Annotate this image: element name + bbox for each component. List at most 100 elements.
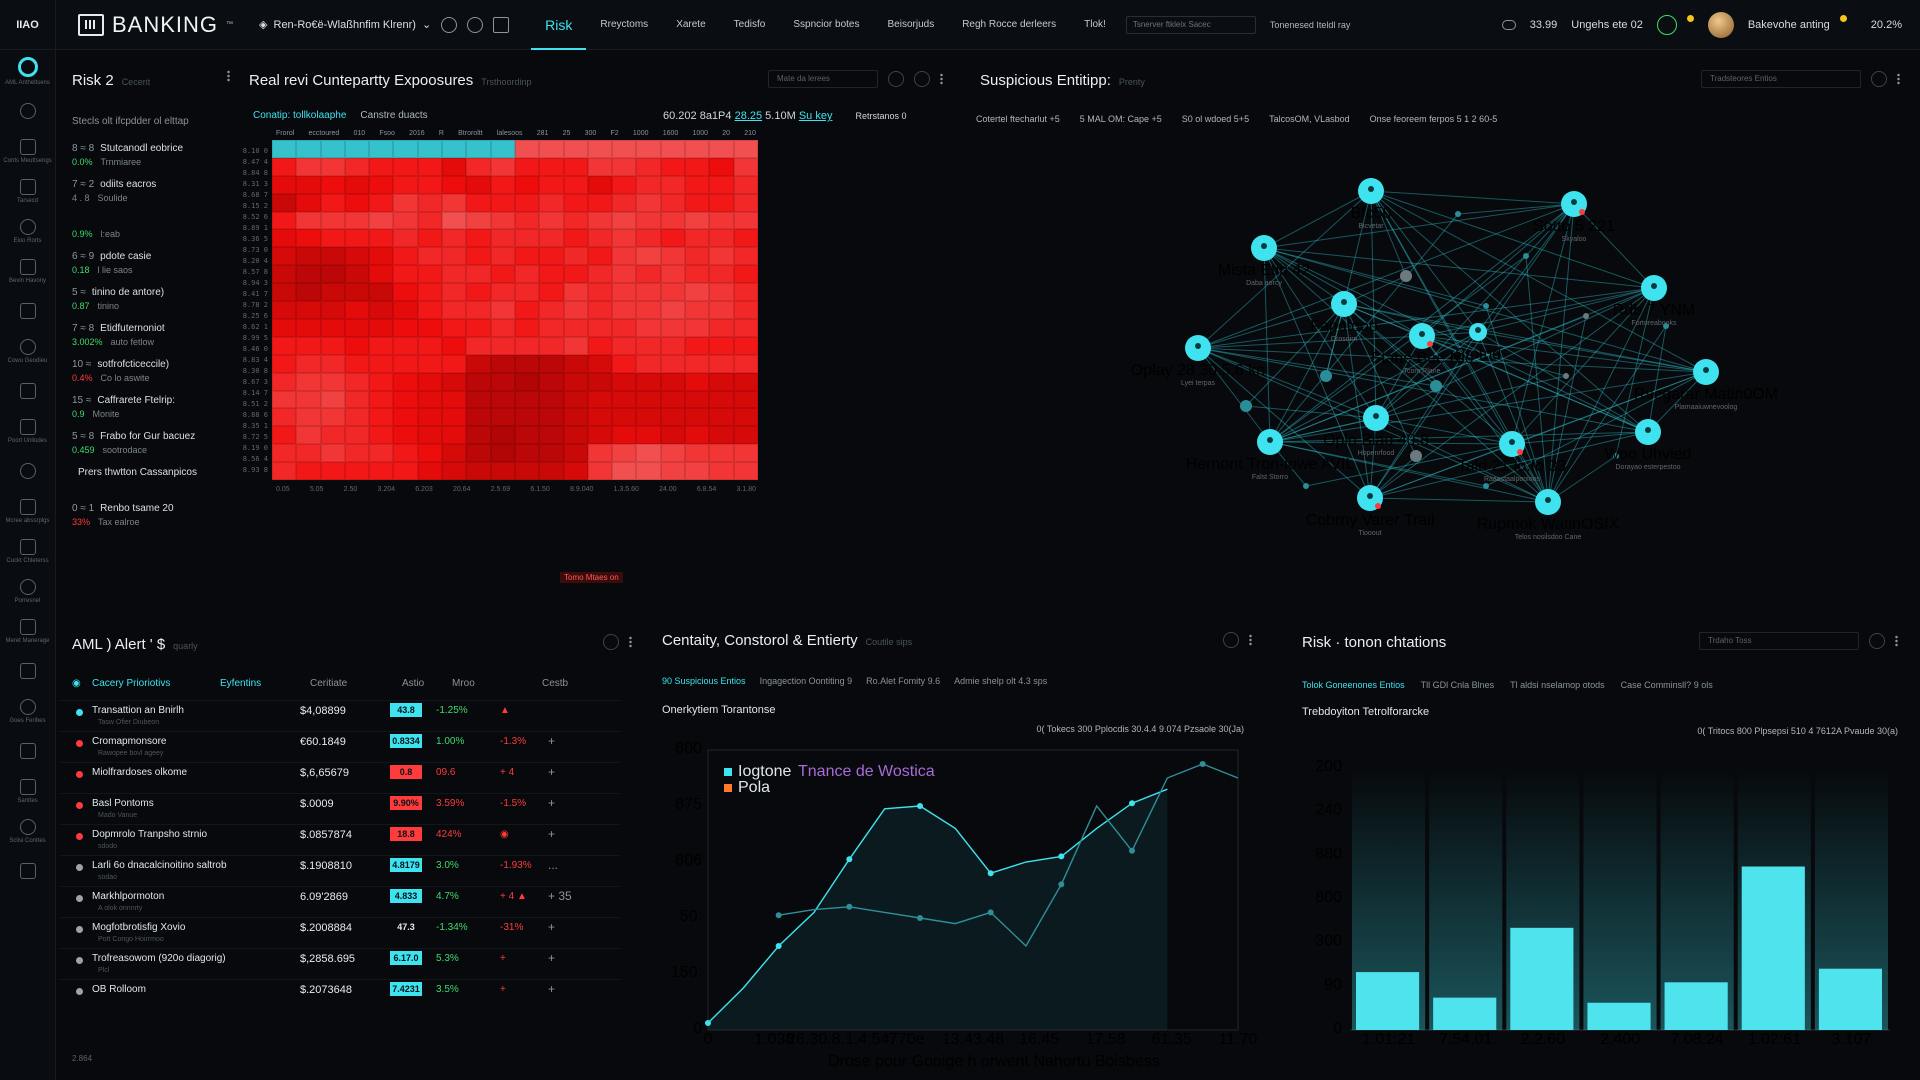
heatmap-cell[interactable] xyxy=(539,372,564,391)
sidebar-item-10[interactable] xyxy=(0,452,55,490)
heatmap-cell[interactable] xyxy=(685,408,710,427)
bell-icon[interactable] xyxy=(1656,14,1677,35)
heatmap-cell[interactable] xyxy=(417,372,443,391)
heatmap-cell[interactable] xyxy=(685,301,710,319)
heatmap-cell[interactable] xyxy=(636,157,661,176)
heatmap-cell[interactable] xyxy=(709,390,734,409)
heatmap-cell[interactable] xyxy=(442,193,467,212)
nav-tedisfo[interactable]: Tedisfo xyxy=(733,18,766,30)
risk-menu-icon[interactable] xyxy=(227,70,230,82)
heatmap-cell[interactable] xyxy=(272,354,297,373)
heatmap-cell[interactable] xyxy=(709,247,734,266)
heatmap-cell[interactable] xyxy=(587,247,613,266)
tag-icon[interactable] xyxy=(493,16,510,33)
network-filter[interactable]: TalcosOM, VLasbod xyxy=(1269,114,1350,124)
network-filter[interactable]: Onse feoreem ferpos 5 1 2 60-5 xyxy=(1369,114,1498,124)
row-action-button[interactable]: + xyxy=(548,951,556,965)
heatmap-cell[interactable] xyxy=(296,175,321,194)
heatmap-cell[interactable] xyxy=(636,265,661,284)
network-minor-node[interactable] xyxy=(1410,450,1422,462)
heatmap-cell[interactable] xyxy=(685,354,710,373)
heatmap-cell[interactable] xyxy=(442,408,467,427)
mini-logo[interactable]: IIAO xyxy=(0,0,56,50)
heatmap-cell[interactable] xyxy=(272,247,297,266)
heatmap-cell[interactable] xyxy=(490,211,515,230)
heatmap-cell[interactable] xyxy=(563,175,588,194)
heatmap-cell[interactable] xyxy=(587,229,613,248)
heatmap-cell[interactable] xyxy=(539,193,564,212)
nav-rreyctoms[interactable]: Rreyctoms xyxy=(600,18,649,30)
centrality-menu-icon[interactable] xyxy=(1249,634,1252,646)
heatmap-cell[interactable] xyxy=(442,211,467,230)
network-minor-node[interactable] xyxy=(1240,400,1252,412)
heatmap-cell[interactable] xyxy=(466,283,491,302)
heatmap-cell[interactable] xyxy=(490,318,515,337)
heatmap-cell[interactable] xyxy=(344,318,370,337)
centrality-filter[interactable]: Ingagection Oontiting 9 xyxy=(759,676,853,686)
heatmap-cell[interactable] xyxy=(685,318,710,337)
heatmap-cell[interactable] xyxy=(612,283,637,302)
heatmap-cell[interactable] xyxy=(660,354,686,373)
series-line[interactable] xyxy=(707,788,1168,1024)
gear-icon[interactable] xyxy=(467,16,484,33)
heatmap-cell[interactable] xyxy=(393,247,418,266)
heatmap-cell[interactable] xyxy=(393,462,418,480)
heatmap-cell[interactable] xyxy=(563,229,588,248)
heatmap-cell[interactable] xyxy=(539,462,564,480)
heatmap-cell[interactable] xyxy=(660,175,686,194)
heatmap-cell[interactable] xyxy=(660,408,686,427)
data-point[interactable] xyxy=(1129,847,1135,854)
data-point[interactable] xyxy=(705,1020,711,1026)
sidebar-item-20[interactable] xyxy=(0,852,55,890)
centrality-filter[interactable]: Ro.Alet Fomity 9.6 xyxy=(866,676,941,686)
heatmap-cell[interactable] xyxy=(514,229,540,248)
row-action-button[interactable]: + xyxy=(548,796,556,810)
heatmap-cell[interactable] xyxy=(514,426,540,445)
tab-contip[interactable]: Conatip: tollkolaaphe xyxy=(253,110,347,121)
heatmap-cell[interactable] xyxy=(393,229,418,248)
heatmap-cell[interactable] xyxy=(296,193,321,212)
heatmap-cell[interactable] xyxy=(685,372,710,391)
heatmap-cell[interactable] xyxy=(466,390,491,409)
heatmap-cell[interactable] xyxy=(272,283,297,302)
heatmap-cell[interactable] xyxy=(539,140,564,158)
centrality-line-chart[interactable]: 800 875 806 50. 150. 00 1.03826.30.8.1.4:54.77… xyxy=(648,620,1264,1080)
heatmap-cell[interactable] xyxy=(733,229,758,248)
heatmap-cell[interactable] xyxy=(320,265,345,284)
heatmap-cell[interactable] xyxy=(344,247,370,266)
heatmap-cell[interactable] xyxy=(490,426,515,445)
heatmap-cell[interactable] xyxy=(417,301,443,319)
heatmap-cell[interactable] xyxy=(587,318,613,337)
heatmap-cell[interactable] xyxy=(466,175,491,194)
heatmap-cell[interactable] xyxy=(417,175,443,194)
heatmap-cell[interactable] xyxy=(709,301,734,319)
heatmap-cell[interactable] xyxy=(296,247,321,266)
heatmap-cell[interactable] xyxy=(272,229,297,248)
heatmap-cell[interactable] xyxy=(563,283,588,302)
heatmap-cell[interactable] xyxy=(393,157,418,176)
risk-list-item[interactable]: 5 ≈ tinino de antore) 0.87 tinino xyxy=(72,287,242,311)
heatmap-cell[interactable] xyxy=(685,426,710,445)
heatmap-cell[interactable] xyxy=(417,265,443,284)
heatmap-cell[interactable] xyxy=(660,372,686,391)
heatmap-cell[interactable] xyxy=(466,229,491,248)
heatmap-cell[interactable] xyxy=(272,265,297,284)
riskbars-filter[interactable]: Tolok Goneenones Entios xyxy=(1302,680,1405,690)
heatmap-cell[interactable] xyxy=(417,462,443,480)
heatmap-cell[interactable] xyxy=(733,247,758,266)
series-line[interactable] xyxy=(778,763,1239,948)
heatmap-cell[interactable] xyxy=(344,354,370,373)
heatmap-cell[interactable] xyxy=(733,175,758,194)
heatmap-cell[interactable] xyxy=(733,426,758,445)
heatmap-cell[interactable] xyxy=(369,390,394,409)
heatmap-cell[interactable] xyxy=(539,354,564,373)
heatmap-cell[interactable] xyxy=(733,283,758,302)
heatmap-cell[interactable] xyxy=(563,336,588,355)
heatmap-cell[interactable] xyxy=(490,157,515,176)
heatmap-cell[interactable] xyxy=(272,408,297,427)
